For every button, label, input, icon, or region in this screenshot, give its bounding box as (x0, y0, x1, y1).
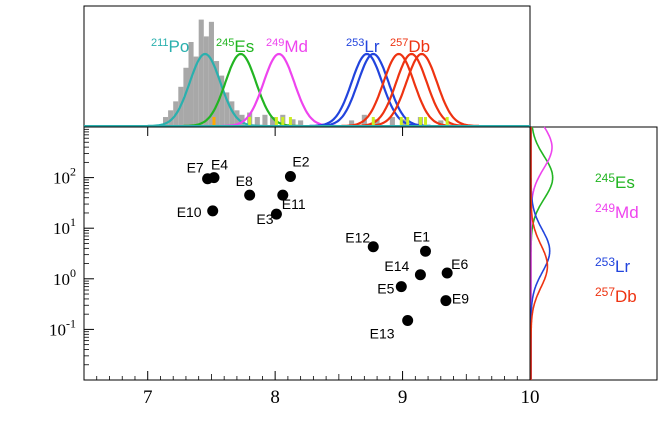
event-label: E11 (282, 196, 306, 212)
histogram-bin (239, 114, 245, 126)
peak-curve (309, 52, 425, 127)
event-label: E6 (451, 256, 468, 272)
y-tick-label: 10-1 (49, 316, 76, 339)
histogram-bin (213, 61, 220, 126)
event-point (420, 245, 432, 257)
event-point (367, 241, 379, 253)
histogram-bin (290, 119, 296, 126)
histogram-bin (168, 110, 174, 126)
density-labels: 245Es 249Md 253Lr 257Db (595, 171, 639, 306)
density-panel: 245Es 249Md 253Lr 257Db (529, 126, 658, 381)
x-tick-label: 9 (398, 387, 408, 408)
event-label: E9 (452, 291, 469, 307)
peak-label: 245Es (216, 37, 254, 56)
x-tick-label: 7 (143, 387, 153, 408)
event-point (414, 269, 426, 281)
histogram-bin (374, 119, 380, 126)
density-label: 245Es (595, 171, 635, 192)
event-marker (371, 117, 375, 126)
event-label: E5 (377, 281, 394, 297)
event-point (270, 208, 282, 220)
event-markers (212, 117, 449, 126)
x-ticks: 7 8 9 10 (96, 127, 540, 408)
histogram-bin (219, 75, 225, 126)
peak-curve (147, 52, 263, 127)
histogram-bin (254, 117, 260, 126)
histogram-bin (188, 42, 194, 126)
event-label: E13 (370, 325, 395, 341)
histogram-bin (203, 36, 209, 126)
histogram-bin (193, 56, 199, 127)
histogram-bin (229, 101, 235, 126)
event-point (207, 205, 219, 217)
event-point (277, 189, 289, 201)
density-label: 249Md (595, 201, 639, 222)
histogram-bin (438, 120, 444, 126)
y-tick-label: 101 (53, 215, 76, 238)
peak-curve (221, 52, 337, 127)
event-point (284, 171, 296, 183)
histogram-bin (298, 120, 304, 126)
event-label: E1 (413, 228, 430, 244)
density-label: 253Lr (595, 255, 630, 276)
histogram-bin (183, 67, 189, 126)
peak-label: 253Lr (346, 37, 380, 56)
y-tick-label: 100 (53, 266, 76, 289)
event-marker (399, 117, 403, 126)
peak-curve (183, 52, 299, 127)
event-point (395, 281, 407, 293)
event-label: E4 (211, 157, 228, 173)
event-marker (281, 117, 285, 126)
y-ticks: 10-1 100 101 102 (49, 128, 94, 366)
event-point (244, 189, 256, 201)
event-point (402, 314, 414, 326)
event-marker (248, 117, 252, 126)
x-tick-label: 10 (521, 387, 540, 408)
histogram-bin (389, 117, 395, 126)
event-marker (288, 117, 292, 126)
event-marker (424, 117, 428, 126)
event-point (440, 295, 452, 307)
peak-label: 257Db (390, 37, 430, 56)
event-marker (212, 117, 216, 126)
event-label: E7 (187, 160, 204, 176)
histogram-bin (163, 117, 169, 126)
histogram-bin (270, 117, 276, 126)
peak-curve (364, 52, 479, 127)
histogram-bin (349, 120, 355, 126)
peak-labels: 211Po 245Es 249Md 253Lr 257Db (151, 37, 430, 56)
peak-curve (341, 52, 457, 127)
x-tick-label: 8 (270, 387, 280, 408)
density-curves (530, 126, 554, 380)
density-label: 257Db (595, 285, 637, 306)
event-label: E3 (256, 211, 273, 227)
event-label: E14 (384, 258, 409, 274)
event-point (202, 173, 214, 185)
peak-label: 211Po (151, 37, 189, 56)
event-label: E10 (177, 204, 202, 220)
histogram-bin (262, 114, 268, 126)
event-label: E12 (345, 230, 370, 246)
event-point (441, 267, 453, 279)
histogram-bin (198, 19, 204, 127)
spectrum-panel: 211Po 245Es 249Md 253Lr 257Db (83, 5, 531, 128)
scatter-frame (83, 126, 531, 381)
event-marker (445, 117, 449, 126)
peak-curve (315, 52, 431, 127)
density-curve (530, 127, 549, 380)
y-tick-label: 102 (53, 165, 76, 188)
event-marker (274, 117, 278, 126)
event-label: E8 (236, 173, 253, 189)
peak-label: 249Md (266, 37, 308, 56)
event-marker (406, 117, 410, 126)
peak-curves (147, 52, 479, 127)
event-label: E2 (292, 154, 309, 170)
spectrum-frame (83, 5, 531, 128)
histogram-bin (208, 21, 214, 127)
event-marker (418, 117, 422, 126)
histogram-bin (224, 92, 230, 126)
event-points: E1 E2 E3 E4 E5 E6 E7 E8 E9 E10 E11 E12 E13 E14 (177, 154, 470, 342)
